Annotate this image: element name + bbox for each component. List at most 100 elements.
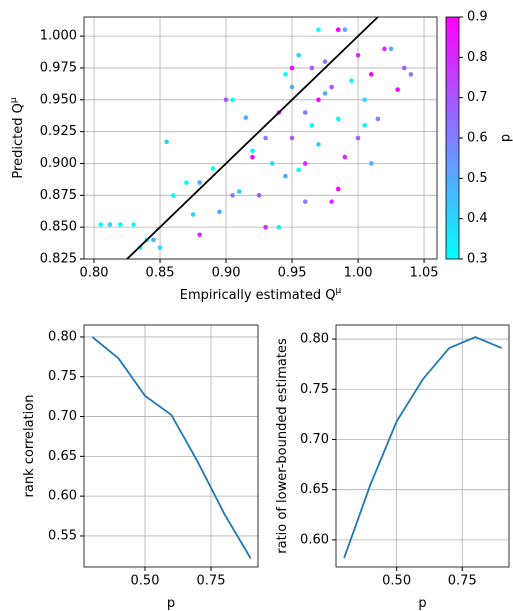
- y-tick-label: 0.975: [40, 60, 77, 75]
- y-tick-label: 0.65: [300, 482, 329, 497]
- scatter-point: [197, 180, 202, 185]
- x-label-sup: μ: [335, 286, 341, 296]
- x-label: p: [418, 596, 426, 611]
- scatter-point: [368, 161, 374, 166]
- y-tick-label: 0.925: [40, 124, 77, 139]
- scatter-point: [289, 65, 295, 71]
- scatter-point: [368, 72, 374, 77]
- scatter-point: [302, 161, 308, 166]
- reference-line: [126, 16, 379, 260]
- y-label: ratio of lower-bounded estimates: [275, 338, 290, 554]
- scatter-point: [263, 135, 268, 141]
- y-tick-label: 0.75: [48, 369, 77, 384]
- scatter-point: [349, 78, 354, 83]
- y-tick-label: 0.850: [40, 220, 77, 235]
- scatter-point: [296, 167, 301, 173]
- scatter-point: [250, 148, 255, 154]
- y-tick-label: 0.55: [48, 528, 77, 543]
- scatter-point: [329, 84, 334, 90]
- axes-frame: [83, 16, 438, 260]
- colorbar-tick-label: 0.4: [467, 211, 488, 226]
- line: [91, 336, 252, 559]
- y-tick-label: 0.875: [40, 188, 77, 203]
- scatter-point: [342, 27, 348, 33]
- colorbar-tick-label: 0.3: [467, 252, 488, 267]
- scatter-point: [375, 116, 381, 122]
- scatter-point: [256, 193, 262, 198]
- scatter-point: [289, 84, 295, 90]
- scatter-point: [322, 91, 328, 96]
- colorbar: [445, 16, 460, 260]
- scatter-point: [335, 186, 341, 192]
- scatter-point: [243, 115, 249, 120]
- scatter-point: [289, 135, 295, 141]
- scatter-point: [107, 222, 113, 227]
- scatter-point: [362, 122, 367, 128]
- y-tick-label: 0.80: [300, 332, 329, 347]
- scatter-point: [401, 65, 407, 71]
- scatter-point: [322, 59, 328, 64]
- scatter-point: [210, 166, 216, 171]
- scatter-point: [190, 212, 196, 217]
- scatter-point: [98, 222, 103, 227]
- scatter-point: [355, 135, 361, 141]
- scatter-point: [362, 97, 367, 103]
- x-tick-label: 0.95: [278, 266, 307, 281]
- scatter-point: [230, 193, 235, 198]
- y-tick-label: 0.75: [300, 382, 329, 397]
- y-label-text: Predicted Q: [11, 103, 26, 178]
- scatter-point: [395, 87, 400, 92]
- scatter-point: [342, 154, 348, 160]
- scatter-point: [382, 46, 387, 52]
- x-tick-label: 1.00: [344, 266, 373, 281]
- x-tick-label: 0.50: [382, 574, 411, 589]
- scatter-point: [316, 142, 321, 147]
- x-label-text: Empirically estimated Q: [180, 288, 336, 303]
- colorbar-tick-label: 0.9: [467, 10, 488, 25]
- colorbar-tick-label: 0.7: [467, 90, 488, 105]
- scatter-point: [269, 161, 275, 166]
- y-tick-label: 0.950: [40, 92, 77, 107]
- scatter-point: [157, 245, 163, 250]
- y-tick-label: 0.900: [40, 156, 77, 171]
- y-label-sup: μ: [9, 97, 19, 103]
- scatter-point: [131, 222, 136, 227]
- scatter-point: [250, 154, 255, 160]
- scatter-point: [236, 189, 242, 194]
- scatter-point: [184, 180, 189, 185]
- scatter-point: [230, 97, 235, 103]
- scatter-point: [329, 199, 334, 204]
- y-label: rank correlation: [22, 395, 37, 498]
- scatter-point: [316, 97, 321, 103]
- scatter-point: [335, 27, 341, 33]
- x-label-text: p: [418, 596, 426, 611]
- x-label-text: p: [167, 596, 175, 611]
- scatter-point: [309, 122, 315, 128]
- y-tick-label: 0.65: [48, 449, 77, 464]
- x-tick-label: 0.85: [146, 266, 175, 281]
- scatter-point: [316, 27, 321, 33]
- x-tick-label: 0.75: [197, 574, 226, 589]
- y-tick-label: 0.80: [48, 329, 77, 344]
- y-tick-label: 0.825: [40, 252, 77, 267]
- x-label: p: [167, 596, 175, 611]
- scatter-point: [335, 116, 341, 122]
- y-tick-label: 0.60: [300, 532, 329, 547]
- scatter-point: [355, 52, 361, 58]
- line: [343, 336, 502, 559]
- x-tick-label: 0.75: [448, 574, 477, 589]
- y-tick-label: 0.60: [48, 489, 77, 504]
- colorbar-label: p: [499, 134, 513, 142]
- scatter-point: [276, 224, 282, 230]
- scatter-point: [217, 209, 222, 215]
- scatter-point: [302, 199, 308, 204]
- scatter-point: [170, 193, 176, 198]
- colorbar-tick-label: 0.8: [467, 50, 488, 65]
- y-label: Predicted Qμ: [9, 97, 26, 178]
- scatter-point: [309, 65, 315, 71]
- axes-frame: [335, 324, 510, 568]
- y-tick-label: 0.70: [300, 432, 329, 447]
- scatter-point: [388, 46, 394, 52]
- y-label-text: ratio of lower-bounded estimates: [275, 338, 290, 554]
